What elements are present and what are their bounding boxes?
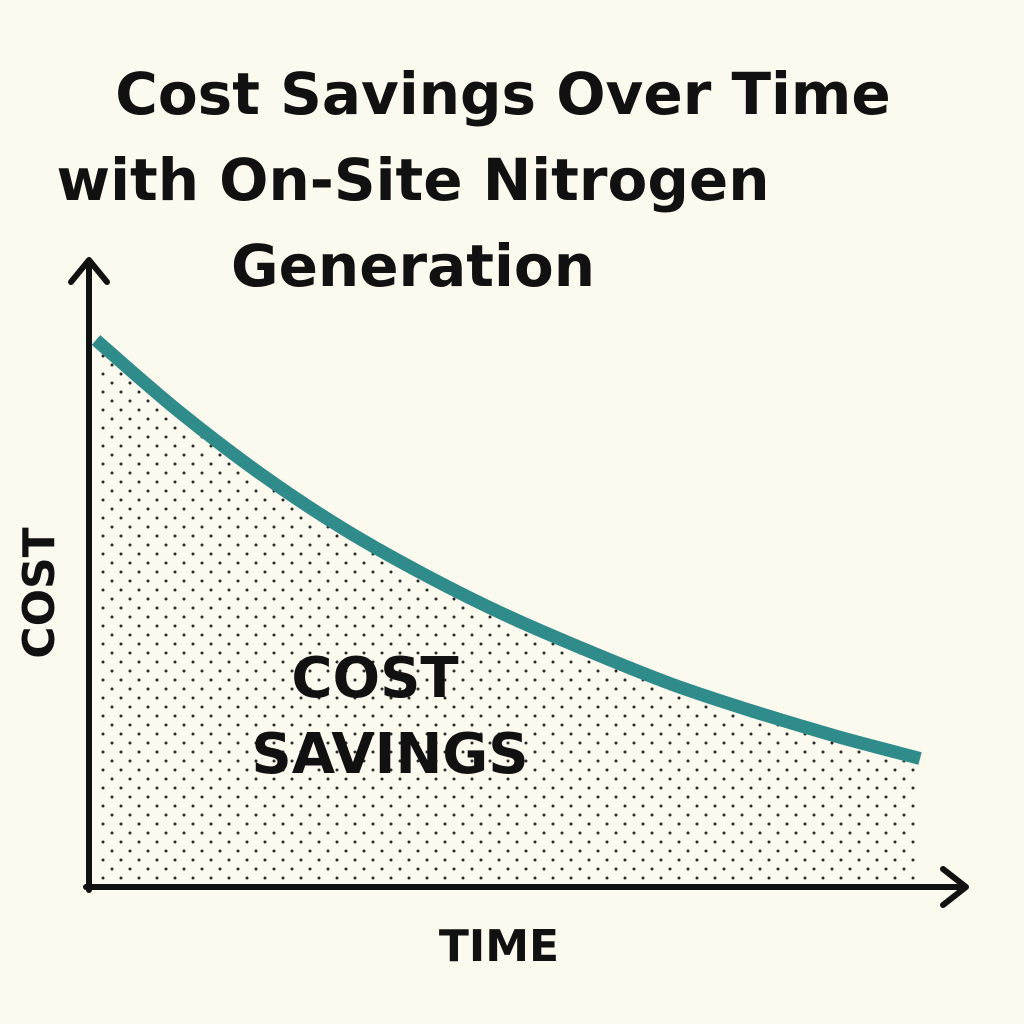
annotation-line-2: SAVINGS — [251, 722, 528, 787]
plot-area — [91, 335, 922, 887]
y-axis — [68, 257, 110, 893]
chart-title-line-3: Generation — [231, 232, 595, 300]
x-axis — [83, 866, 969, 908]
cost-curve-line — [91, 335, 922, 765]
savings-area — [96, 340, 920, 887]
y-axis-label: COST — [14, 527, 65, 658]
chart-title-line-1: Cost Savings Over Time — [115, 60, 890, 128]
chart-title: Cost Savings Over Time with On-Site Nitr… — [57, 60, 891, 300]
y-axis-arrowhead — [68, 257, 110, 285]
annotation-line-1: COST — [291, 646, 458, 711]
x-axis-label: TIME — [439, 921, 559, 972]
savings-annotation: COST SAVINGS — [251, 646, 528, 787]
x-axis-arrowhead — [940, 866, 969, 908]
chart-title-line-2: with On-Site Nitrogen — [57, 146, 770, 214]
